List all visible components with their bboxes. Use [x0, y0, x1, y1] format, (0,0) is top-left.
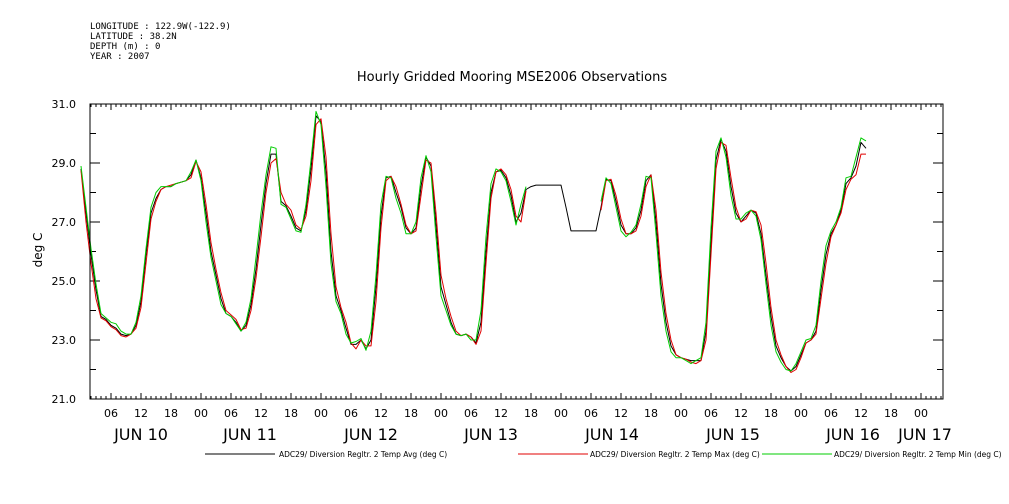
y-tick-label: 27.0	[52, 216, 77, 229]
legend-entry: ADC29/ Diversion Regltr. 2 Temp Avg (deg…	[279, 450, 447, 459]
axis-ticks	[90, 103, 943, 400]
x-tick-label: 12	[254, 407, 268, 420]
day-labels: JUN 10 JUN 11 JUN 12 JUN 13 JUN 14 JUN 15 JUN …	[113, 425, 952, 444]
day-label: JUN 15	[705, 425, 760, 444]
y-tick-labels: 21.0 23.0 25.0 27.0 29.0 31.0	[52, 98, 77, 406]
x-tick-label: 12	[854, 407, 868, 420]
series-layer	[80, 110, 867, 373]
x-tick-label: 12	[134, 407, 148, 420]
x-tick-label: 18	[404, 407, 418, 420]
x-tick-label: 06	[344, 407, 358, 420]
y-tick-label: 21.0	[52, 393, 77, 406]
x-tick-label: 00	[314, 407, 328, 420]
y-axis-label: deg C	[31, 233, 45, 268]
x-tick-label: 00	[194, 407, 208, 420]
x-tick-label: 12	[734, 407, 748, 420]
x-tick-label: 06	[104, 407, 118, 420]
y-tick-label: 25.0	[52, 275, 77, 288]
series-line-2	[80, 110, 527, 351]
day-label: JUN 12	[343, 425, 398, 444]
x-tick-label: 18	[524, 407, 538, 420]
series-line-1	[600, 141, 866, 373]
legend-entry: ADC29/ Diversion Regltr. 2 Temp Max (deg…	[590, 450, 760, 459]
x-tick-labels: 06 12 18 00 06 12 18 00 06 12 18 00 06 12 18 00 06 12 18 00…	[104, 407, 928, 420]
x-tick-label: 00	[434, 407, 448, 420]
metadata-line: LONGITUDE : 122.9W(-122.9)	[90, 22, 231, 32]
series-line-1	[80, 118, 527, 350]
y-tick-label: 23.0	[52, 334, 77, 347]
metadata-line: DEPTH (m) : 0	[90, 42, 161, 52]
metadata-line: YEAR : 2007	[90, 52, 150, 62]
x-tick-label: 06	[824, 407, 838, 420]
x-tick-label: 06	[464, 407, 478, 420]
plot-frame	[89, 103, 944, 400]
y-tick-label: 31.0	[52, 98, 77, 111]
series-line-2	[600, 137, 867, 372]
legend-entry: ADC29/ Diversion Regltr. 2 Temp Min (deg…	[834, 450, 1002, 459]
x-tick-label: 18	[164, 407, 178, 420]
day-label: JUN 10	[113, 425, 168, 444]
y-tick-label: 29.0	[52, 157, 77, 170]
day-label: JUN 13	[463, 425, 518, 444]
x-tick-label: 00	[794, 407, 808, 420]
day-label: JUN 16	[825, 425, 880, 444]
metadata-line: LATITUDE : 38.2N	[90, 32, 177, 42]
x-tick-label: 18	[764, 407, 778, 420]
x-tick-label: 18	[884, 407, 898, 420]
day-label: JUN 11	[222, 425, 277, 444]
day-label: JUN 17	[897, 425, 952, 444]
legend: ADC29/ Diversion Regltr. 2 Temp Avg (deg…	[205, 450, 1002, 459]
x-tick-label: 00	[674, 407, 688, 420]
x-tick-label: 18	[284, 407, 298, 420]
x-tick-label: 12	[494, 407, 508, 420]
x-tick-label: 06	[584, 407, 598, 420]
chart-title: Hourly Gridded Mooring MSE2006 Observati…	[357, 70, 667, 85]
day-label: JUN 14	[584, 425, 639, 444]
x-tick-label: 12	[614, 407, 628, 420]
x-tick-label: 00	[914, 407, 928, 420]
x-tick-label: 18	[644, 407, 658, 420]
x-tick-label: 06	[704, 407, 718, 420]
x-tick-label: 00	[554, 407, 568, 420]
x-tick-label: 12	[374, 407, 388, 420]
series-line-0	[80, 115, 867, 372]
x-tick-label: 06	[224, 407, 238, 420]
